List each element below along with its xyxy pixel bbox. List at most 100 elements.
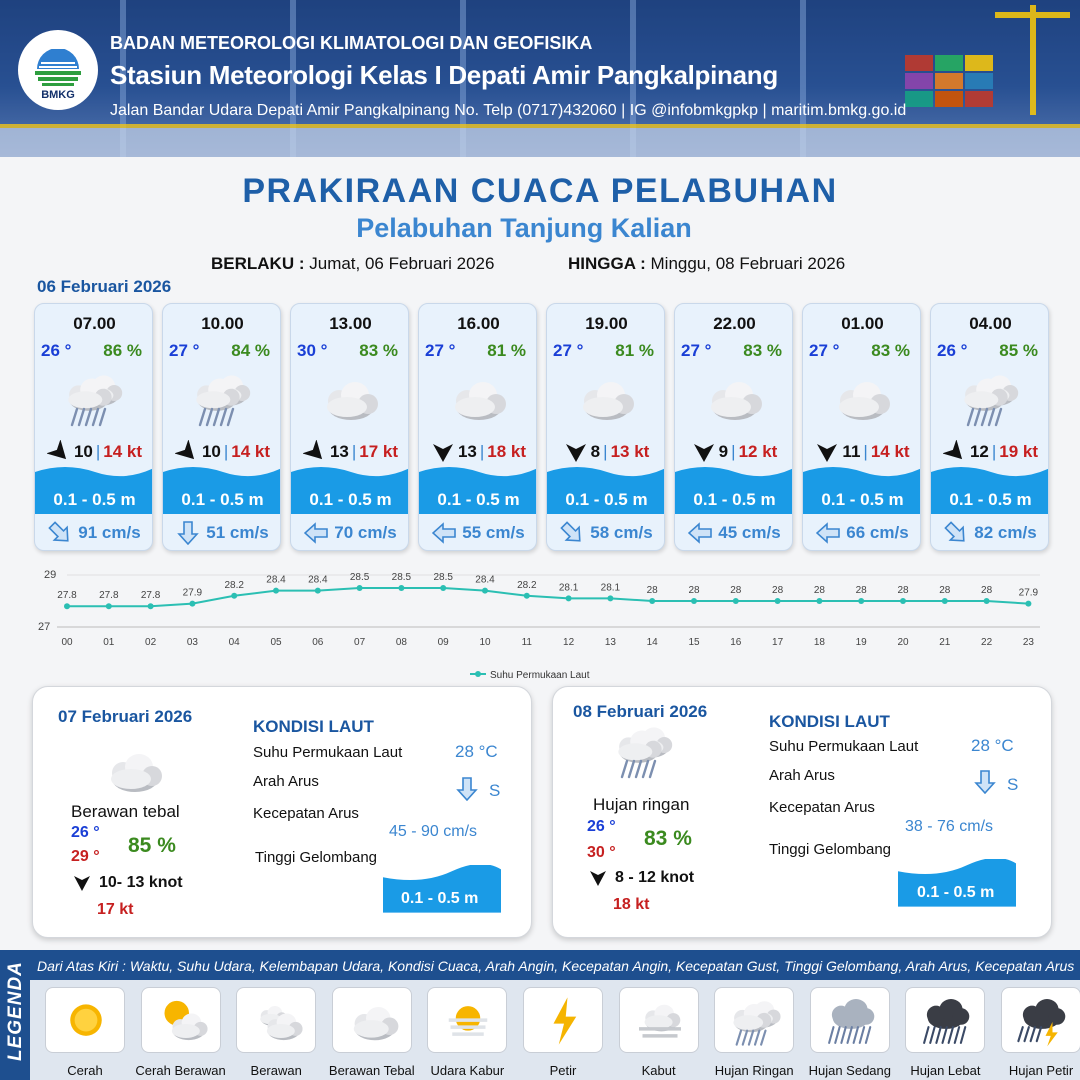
sst-data-label: 28.2 <box>224 580 244 591</box>
card-temperature: 27 ° <box>809 341 840 360</box>
card-wind: 9 | 12 kt <box>675 440 792 464</box>
sst-label: Suhu Permukaan Laut <box>769 738 919 755</box>
card-time: 22.00 <box>713 314 756 333</box>
forecast-card: 01.00 27 ° 83 % 11 | 14 kt 0.1 - 0.5 m 6… <box>802 303 921 551</box>
card-time: 13.00 <box>329 314 372 333</box>
card-wind-speed: 11 <box>842 442 861 461</box>
x-tick-label: 18 <box>814 637 826 648</box>
sst-point <box>691 598 697 604</box>
card-humidity: 81 % <box>487 341 526 360</box>
card-wave-icon <box>291 467 408 514</box>
current-direction-icon <box>688 522 713 544</box>
card-wave-height: 0.1 - 0.5 m <box>949 490 1032 509</box>
current-direction-icon <box>177 521 200 545</box>
card-weather-icon <box>949 362 1029 434</box>
legend-item-label: Hujan Lebat <box>910 1063 981 1078</box>
card-temperature: 26 ° <box>937 341 968 360</box>
card-wind-speed: 8 <box>590 442 601 461</box>
day-temp-min: 26 ° <box>71 824 100 841</box>
card-wave-icon <box>931 467 1048 514</box>
card-temperature: 26 ° <box>41 341 72 360</box>
hujan-ringan-icon <box>618 727 673 779</box>
day-date: 07 Februari 2026 <box>58 707 193 726</box>
x-tick-label: 00 <box>61 637 73 648</box>
day-temp-max: 29 ° <box>71 848 100 865</box>
card-gust: 12 kt <box>738 442 778 461</box>
card-wind-speed: 13 <box>457 442 477 461</box>
day-gust: 17 kt <box>97 901 134 918</box>
card-wind: 13 | 18 kt <box>419 440 536 464</box>
sst-data-label: 28.5 <box>392 572 412 583</box>
card-wind-speed: 13 <box>329 442 349 461</box>
card-wind: 10 | 14 kt <box>163 440 280 464</box>
card-current-speed: 91 cm/s <box>78 523 141 542</box>
day-humidity: 85 % <box>128 834 176 857</box>
day-wind-speed: 10- 13 knot <box>99 874 183 891</box>
legend-item-label: Berawan Tebal <box>328 1063 415 1078</box>
wind-direction-icon <box>942 440 963 460</box>
berawan-tebal-icon <box>327 382 378 420</box>
sst-point <box>147 603 154 610</box>
port-illustration <box>0 0 1080 157</box>
card-gust: 14 kt <box>103 442 143 461</box>
card-current: 51 cm/s <box>163 521 280 545</box>
card-wave-height: 0.1 - 0.5 m <box>181 490 264 509</box>
current-direction-icon <box>974 770 996 795</box>
card-wave-icon <box>675 467 792 514</box>
x-tick-label: 08 <box>396 637 408 648</box>
card-weather-icon <box>181 362 261 434</box>
hujan-ringan-icon <box>196 375 251 427</box>
current-direction-icon <box>48 521 69 542</box>
sst-point <box>774 598 781 604</box>
card-wave-icon <box>419 467 536 514</box>
current-direction-icon <box>816 522 841 544</box>
day-condition: Berawan tebal <box>71 802 180 821</box>
current-direction-value: S <box>1007 775 1019 794</box>
card-gust: 13 kt <box>610 442 650 461</box>
page-title: PRAKIRAAN CUACA PELABUHAN <box>242 172 838 210</box>
card-temperature: 30 ° <box>297 341 328 360</box>
sst-point <box>565 595 572 602</box>
hujan-petir-icon <box>1017 998 1066 1047</box>
card-current-speed: 70 cm/s <box>334 523 397 542</box>
day-temp-max: 30 ° <box>587 844 616 861</box>
x-tick-label: 14 <box>647 637 659 648</box>
day-humidity: 83 % <box>644 827 692 850</box>
x-tick-label: 20 <box>897 637 909 648</box>
legend-label: Suhu Permukaan Laut <box>490 670 590 681</box>
sst-data-label: 28 <box>939 585 951 596</box>
x-tick-label: 10 <box>479 637 491 648</box>
sst-point <box>1025 600 1032 607</box>
wave-icon <box>383 863 501 913</box>
card-wind-speed: 10 <box>73 442 93 461</box>
x-tick-label: 23 <box>1023 637 1035 648</box>
card-humidity: 81 % <box>615 341 654 360</box>
sst-point <box>314 587 321 594</box>
card-gust: 14 kt <box>870 442 910 461</box>
sst-data-label: 28 <box>772 585 784 596</box>
current-direction-icon <box>560 521 581 542</box>
day-box-1: 07 Februari 2026 Berawan tebal 26 ° 29 °… <box>32 686 532 938</box>
forecast-card: 22.00 27 ° 83 % 9 | 12 kt 0.1 - 0.5 m 45… <box>674 303 793 551</box>
legend-description: Dari Atas Kiri : Waktu, Suhu Udara, Kele… <box>37 958 1075 974</box>
card-humidity: 83 % <box>743 341 782 360</box>
card-wind-separator: | <box>479 442 485 461</box>
sst-point <box>356 585 363 591</box>
sst-data-label: 28 <box>814 585 826 596</box>
card-wave-height: 0.1 - 0.5 m <box>821 490 904 509</box>
sst-point <box>816 598 823 604</box>
legend-item-label: Cerah <box>67 1063 103 1078</box>
card-wave-icon <box>163 467 280 514</box>
current-direction-icon <box>944 521 965 542</box>
card-wind: 12 | 19 kt <box>931 440 1048 464</box>
sst-point <box>607 595 614 602</box>
current-direction-icon <box>456 777 478 802</box>
x-tick-label: 15 <box>688 637 700 648</box>
cerah-icon <box>70 1004 102 1036</box>
sst-line-chart: 29 27 27.8 00 27.8 01 27.8 02 27.9 03 28.2 04 28.4 05… <box>38 569 1040 681</box>
card-wind: 13 | 17 kt <box>291 440 408 464</box>
sst-point <box>64 603 70 610</box>
card-wave-height: 0.1 - 0.5 m <box>53 490 136 509</box>
card-wave-height: 0.1 - 0.5 m <box>565 490 648 509</box>
card-current: 45 cm/s <box>675 522 792 544</box>
